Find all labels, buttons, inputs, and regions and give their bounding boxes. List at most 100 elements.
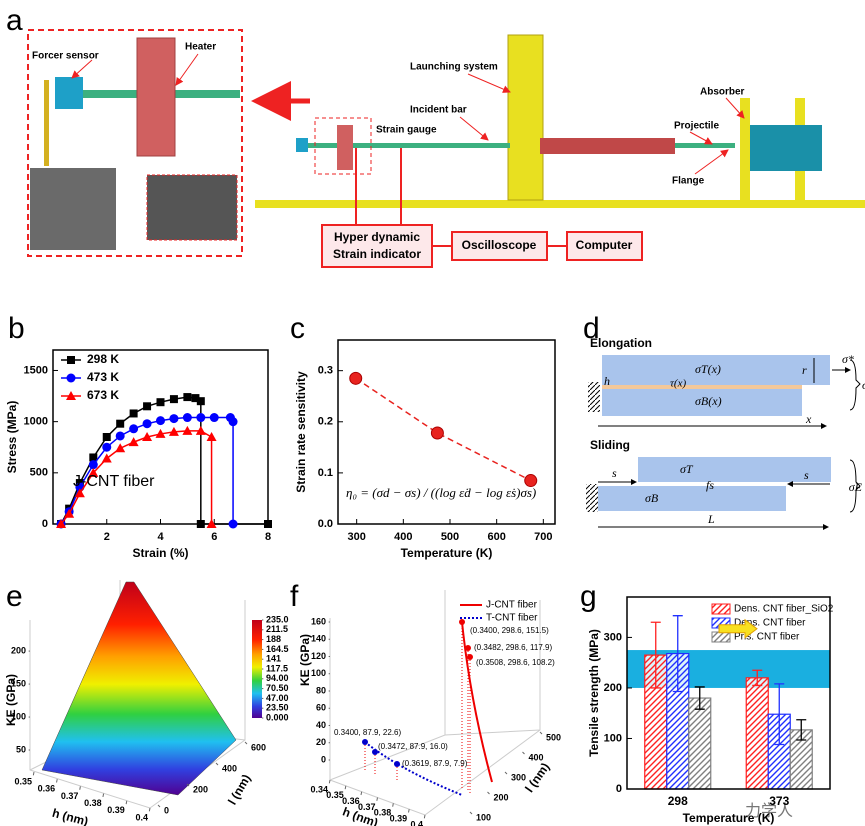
series-line	[60, 416, 234, 525]
projectile	[540, 138, 675, 154]
label: Flange	[672, 176, 705, 187]
tick-label: 50	[16, 744, 26, 754]
label: L	[707, 512, 715, 526]
tick-label: 200	[494, 792, 509, 802]
point	[430, 426, 444, 440]
y-tick-label: 1500	[24, 364, 48, 376]
marker	[264, 520, 272, 528]
marker	[169, 395, 178, 404]
x-tick-label: 8	[265, 531, 271, 543]
heater	[136, 37, 176, 157]
panel-label: a	[6, 4, 23, 37]
pointer	[175, 53, 199, 86]
tick	[215, 762, 219, 766]
legend-swatch	[711, 631, 731, 643]
point	[372, 749, 378, 755]
label: Strain gauge	[376, 125, 437, 136]
x-tick-label: 6	[211, 531, 217, 543]
surface	[41, 581, 237, 796]
label: s	[612, 466, 617, 480]
tick-label: 164.5	[266, 644, 289, 654]
y-tick-label: 0	[42, 518, 48, 530]
point	[524, 474, 538, 488]
launcher	[507, 34, 544, 201]
y-tick-label: 0.1	[318, 467, 333, 479]
tick-label: 94.00	[266, 673, 289, 683]
legend-label: Dens. CNT fiber	[734, 618, 806, 629]
tick-label: 100	[11, 711, 26, 721]
watermark: 力学人	[745, 802, 793, 820]
error-bar	[694, 686, 705, 710]
x-tick-label: 4	[157, 531, 164, 543]
tick	[423, 814, 426, 819]
marker	[129, 409, 138, 418]
bottom-fiber	[602, 389, 802, 416]
pointer	[725, 97, 745, 119]
support	[44, 80, 49, 166]
y-tick-label: 0.3	[318, 365, 333, 377]
tick-label: 400	[222, 763, 237, 773]
x-axis-label: h (nm)	[51, 806, 90, 826]
marker	[156, 416, 165, 426]
panel-label: d	[583, 312, 600, 345]
marker	[66, 373, 76, 383]
marker	[206, 519, 217, 528]
label: x	[805, 412, 812, 426]
x-axis-label: Temperature (K)	[683, 811, 775, 825]
error-bar	[796, 719, 807, 741]
marker	[102, 442, 112, 452]
pointer	[71, 59, 93, 79]
base	[255, 200, 865, 208]
point	[349, 371, 363, 385]
x-tick-label: 298	[668, 794, 688, 808]
tick-label: 200	[193, 784, 208, 794]
point	[467, 654, 473, 660]
tick-label: 47.00	[266, 693, 289, 703]
error-bar	[774, 683, 785, 746]
marker	[115, 443, 126, 453]
x-axis-label: Temperature (K)	[401, 546, 493, 560]
panel-label: f	[290, 580, 299, 613]
annotation: (0.3400, 298.6, 151.5)	[470, 626, 549, 635]
label: Heater	[185, 42, 216, 53]
tick-label: 188	[266, 634, 281, 644]
error-bar	[752, 669, 763, 687]
y-tick-label: 0.2	[318, 416, 333, 428]
tick-label: 60	[316, 703, 326, 713]
label: σB(x)	[695, 394, 722, 408]
tick-label: 0.38	[84, 798, 102, 808]
y-tick-label: 0.0	[318, 518, 333, 530]
x-tick-label: 2	[104, 531, 110, 543]
incident-bar	[308, 143, 510, 148]
tick-label: 0.37	[61, 791, 79, 801]
plot-frame	[626, 596, 831, 790]
y-axis-label: l (nm)	[225, 772, 253, 807]
tick-label: 200	[11, 645, 26, 655]
marker	[195, 425, 206, 435]
tick-label: 600	[251, 742, 266, 752]
marker	[206, 432, 217, 441]
panel-label: e	[6, 580, 23, 613]
label: Sliding	[590, 438, 630, 452]
tick-label: 100	[311, 668, 326, 678]
brace	[849, 459, 861, 513]
legend-label: Dens. CNT fiber_SiO2	[734, 604, 834, 615]
z-axis-label: KE (GPa)	[298, 634, 312, 686]
marker	[101, 453, 112, 463]
error-bar	[672, 615, 683, 693]
legend-label: 673 K	[87, 388, 119, 402]
curves-plot: J-CNT fiber T-CNT fiber (0.3400, 298.6, …	[329, 590, 555, 816]
annotation: (0.3472, 87.9, 16.0)	[378, 742, 448, 751]
tick-label: 150	[11, 678, 26, 688]
marker	[88, 467, 99, 477]
marker	[142, 419, 152, 429]
tick	[157, 804, 161, 808]
legend-swatch	[711, 603, 731, 615]
label: σ*	[842, 352, 854, 366]
tick-label: 23.50	[266, 703, 289, 713]
marker	[182, 425, 193, 435]
marker	[196, 397, 205, 406]
arrow	[718, 618, 758, 639]
label: Projectile	[674, 121, 719, 132]
tick-label: 0.4	[410, 819, 423, 826]
